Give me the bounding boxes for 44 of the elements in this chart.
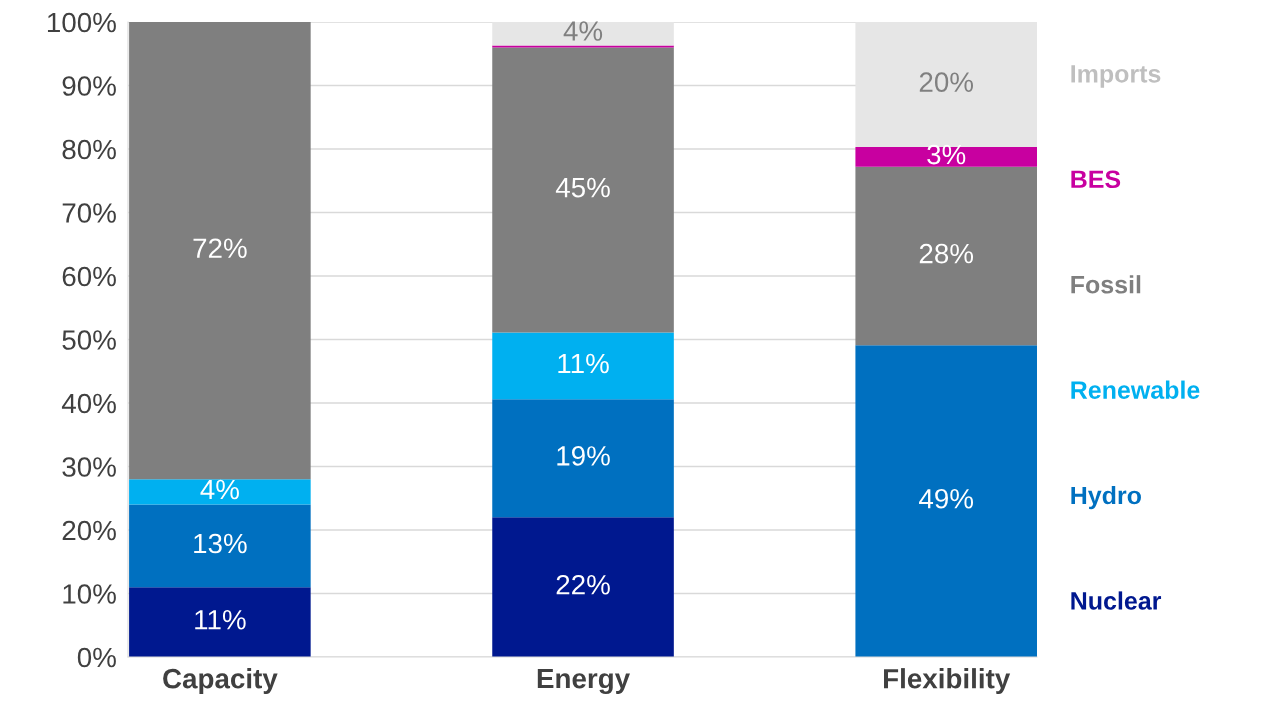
- y-tick-label: 0%: [77, 647, 116, 668]
- data-label: 49%: [919, 488, 974, 509]
- x-tick-label: Flexibility: [884, 668, 1011, 695]
- bar: [129, 587, 311, 657]
- text: Renewable: [1071, 380, 1200, 399]
- y-tick-label: 30%: [62, 457, 116, 477]
- bar: [129, 479, 311, 505]
- text: Nuclear: [1071, 591, 1162, 610]
- data-label: 13%: [194, 533, 247, 554]
- data-label: 20%: [919, 72, 974, 92]
- bar: [129, 504, 311, 588]
- y-tick-label: 10%: [63, 584, 116, 604]
- data-label: 45%: [555, 177, 610, 198]
- y-tick-label: 40%: [61, 393, 116, 414]
- bar: [855, 345, 1037, 657]
- bar: [492, 22, 674, 46]
- x-tick-label: Energy: [537, 669, 630, 695]
- bar: [129, 22, 311, 480]
- data-label: 22%: [556, 574, 610, 595]
- x-tick-label: Capacity: [163, 668, 278, 695]
- bar: [492, 517, 674, 657]
- y-tick-label: 50%: [62, 330, 116, 350]
- series-label: BES: [1071, 170, 1121, 189]
- data-label: 11%: [195, 609, 246, 630]
- data-label: 4%: [563, 21, 603, 41]
- series-label: Hydro: [1071, 485, 1141, 510]
- bar: [855, 166, 1037, 346]
- series-label: Fossil: [1071, 275, 1141, 294]
- data-label: 19%: [557, 446, 610, 466]
- y-tick-label: 80%: [62, 139, 116, 160]
- y-tick-label: 20%: [62, 520, 116, 541]
- data-label: 11%: [558, 353, 609, 374]
- data-label: 72%: [193, 238, 247, 258]
- y-tick-label: 60%: [62, 266, 116, 287]
- y-tick-label: 90%: [62, 76, 116, 96]
- series-label: Imports: [1071, 65, 1161, 88]
- bar: [492, 399, 674, 518]
- y-tick-label: 100%: [47, 12, 116, 33]
- data-label: 4%: [200, 479, 239, 500]
- y-tick-label: 70%: [62, 203, 116, 223]
- bar: [492, 47, 674, 333]
- bar: [492, 332, 674, 400]
- data-label: 28%: [919, 243, 974, 264]
- data-label: 3%: [927, 144, 966, 165]
